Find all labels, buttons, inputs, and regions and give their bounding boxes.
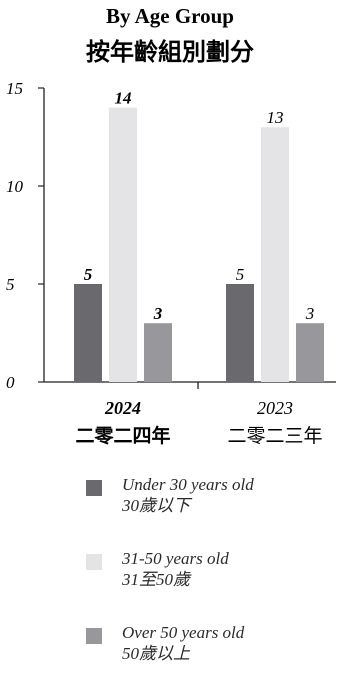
y-tick-label: 15 (6, 79, 23, 98)
legend-label: Under 30 years old 30歲以下 (122, 474, 254, 516)
legend-label-zh: 50歲以上 (122, 644, 190, 663)
legend-label: 31-50 years old 31至50歲 (122, 548, 229, 590)
bar-value-label: 14 (115, 89, 132, 108)
x-category-label: 2023 (257, 398, 293, 418)
bar (226, 284, 254, 382)
legend-swatch (86, 480, 102, 496)
bar (261, 127, 289, 382)
legend-label-zh: 31至50歲 (122, 570, 190, 589)
x-category-label: 2024 (104, 398, 141, 418)
legend-label-en: 31-50 years old (122, 549, 229, 568)
bar (296, 323, 324, 382)
legend: Under 30 years old 30歲以下 31-50 years old 31… (86, 474, 336, 696)
y-tick-label: 5 (6, 275, 15, 294)
x-category-label-zh: 二零二四年 (75, 424, 170, 447)
bar (109, 107, 137, 382)
bar-chart: By Age Group 按年齡組別劃分 0 5 10 15 5 14 3 2024 二零二四年 5 1… (6, 4, 336, 447)
bar-value-label: 5 (84, 265, 93, 284)
y-tick-label: 0 (6, 373, 15, 392)
x-category-label-zh: 二零二三年 (227, 425, 322, 447)
chart-title: By Age Group (106, 4, 234, 28)
legend-swatch (86, 628, 102, 644)
bar-value-label: 3 (305, 304, 315, 323)
legend-item: 31-50 years old 31至50歲 (86, 548, 336, 622)
bar (74, 284, 102, 382)
bar (144, 323, 172, 382)
y-tick-label: 10 (6, 177, 24, 196)
chart-subtitle: 按年齡組別劃分 (86, 38, 254, 66)
legend-label-en: Under 30 years old (122, 475, 254, 494)
legend-label-zh: 30歲以下 (122, 496, 190, 515)
bar-value-label: 13 (267, 108, 284, 127)
legend-swatch (86, 554, 102, 570)
legend-label: Over 50 years old 50歲以上 (122, 622, 244, 664)
bar-value-label: 5 (236, 265, 245, 284)
legend-item: Under 30 years old 30歲以下 (86, 474, 336, 548)
bar-value-label: 3 (153, 304, 163, 323)
legend-label-en: Over 50 years old (122, 623, 245, 642)
legend-item: Over 50 years old 50歲以上 (86, 622, 336, 696)
